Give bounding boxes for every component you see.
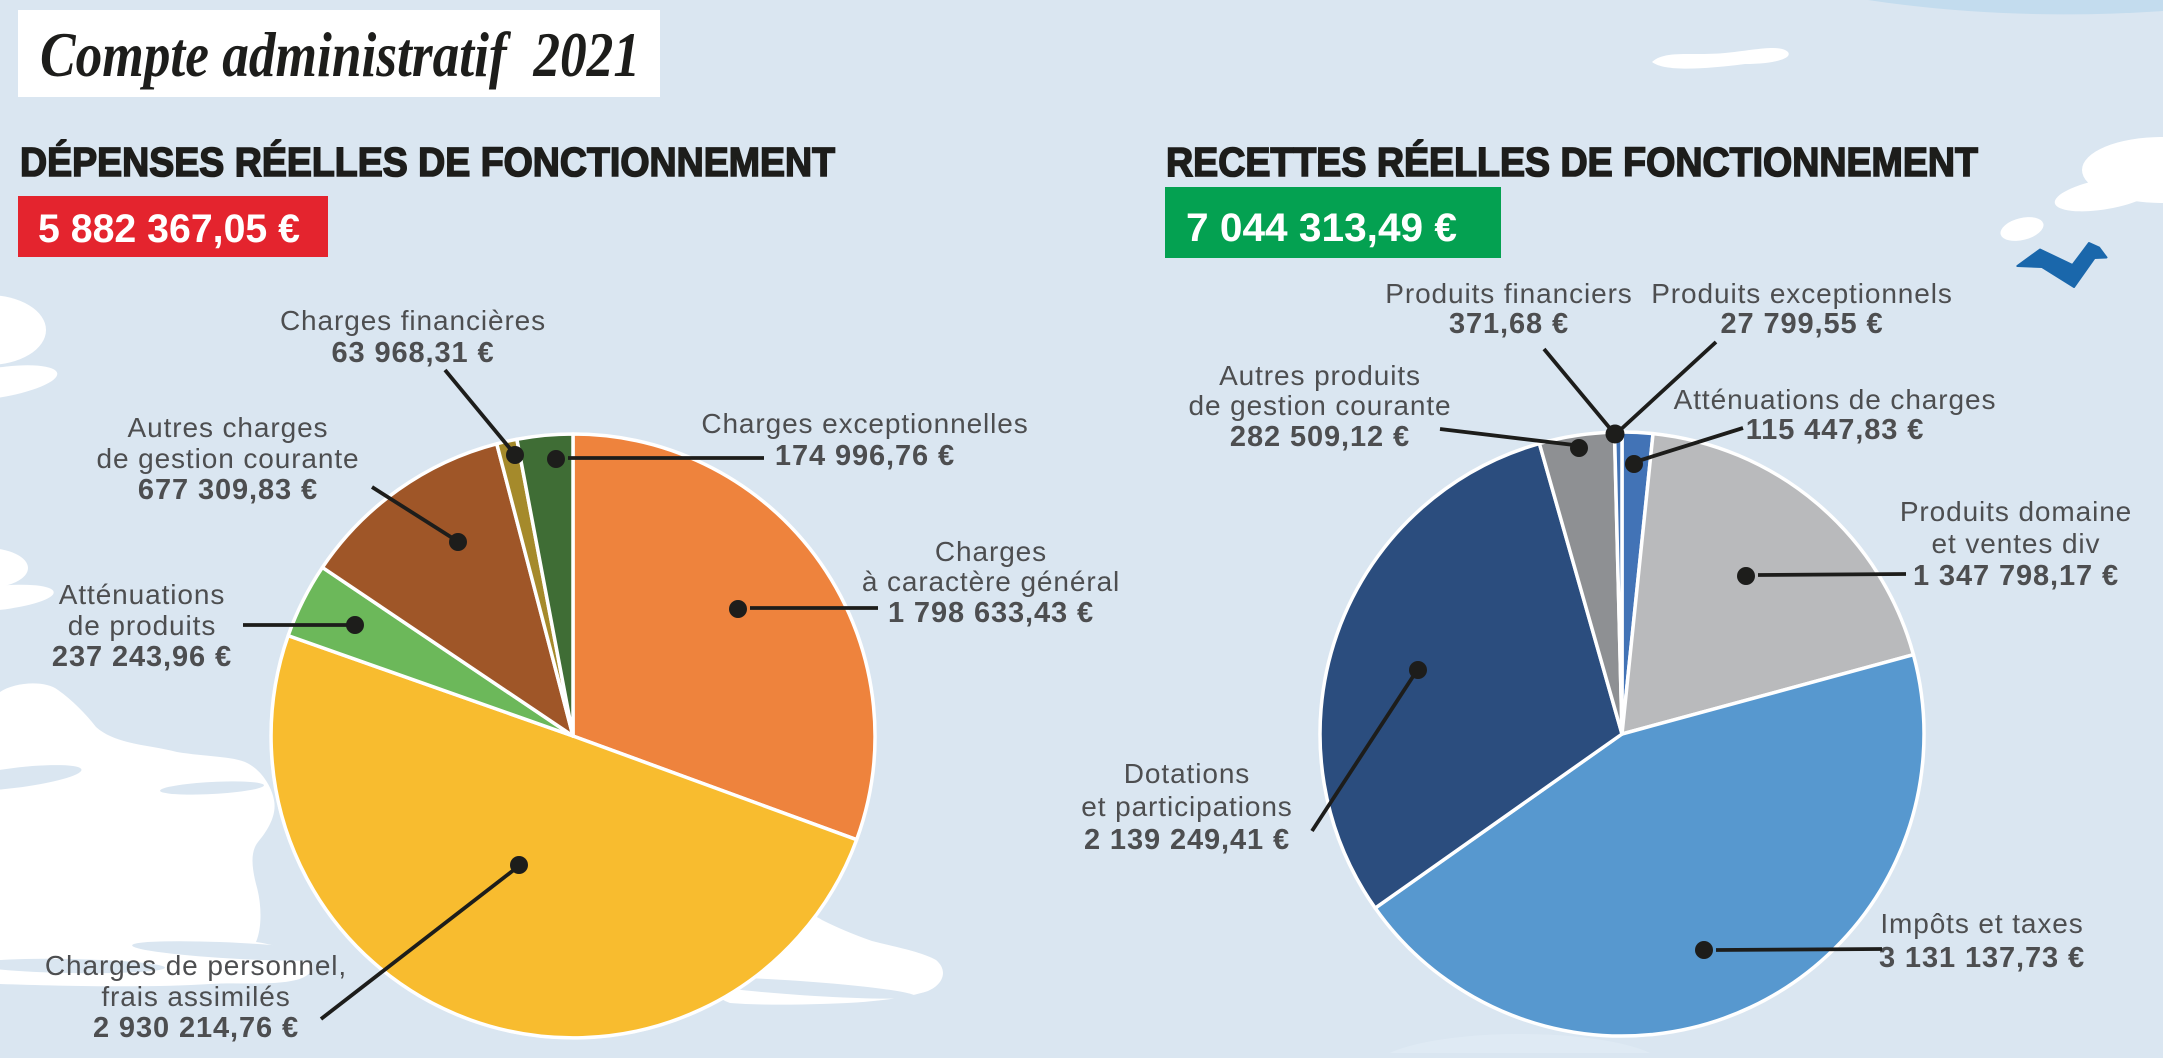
svg-text:Autres produits: Autres produits	[1219, 360, 1421, 391]
svg-text:237 243,96 €: 237 243,96 €	[52, 641, 232, 673]
svg-text:371,68 €: 371,68 €	[1449, 308, 1569, 340]
svg-text:Produits exceptionnels: Produits exceptionnels	[1651, 278, 1953, 309]
svg-text:à caractère général: à caractère général	[862, 566, 1120, 597]
svg-text:Impôts et taxes: Impôts et taxes	[1880, 908, 2083, 939]
svg-text:de produits: de produits	[68, 610, 216, 641]
svg-text:Charges: Charges	[935, 536, 1047, 567]
svg-text:Produits domaine: Produits domaine	[1900, 496, 2132, 527]
svg-text:174 996,76 €: 174 996,76 €	[775, 440, 955, 472]
svg-text:frais assimilés: frais assimilés	[101, 981, 290, 1012]
svg-text:63 968,31 €: 63 968,31 €	[331, 337, 494, 369]
svg-text:27 799,55 €: 27 799,55 €	[1720, 308, 1883, 340]
svg-text:Charges de personnel,: Charges de personnel,	[45, 950, 347, 981]
svg-text:Dotations: Dotations	[1124, 758, 1250, 789]
svg-text:Atténuations de charges: Atténuations de charges	[1674, 384, 1997, 415]
svg-text:1 798 633,43 €: 1 798 633,43 €	[888, 597, 1094, 629]
svg-text:2 930 214,76 €: 2 930 214,76 €	[93, 1012, 299, 1044]
svg-text:2 139 249,41 €: 2 139 249,41 €	[1084, 824, 1290, 856]
svg-text:et participations: et participations	[1081, 791, 1292, 822]
svg-text:677 309,83 €: 677 309,83 €	[138, 474, 318, 506]
svg-text:Autres charges: Autres charges	[128, 412, 329, 443]
svg-text:282 509,12 €: 282 509,12 €	[1230, 421, 1410, 453]
svg-text:1 347 798,17 €: 1 347 798,17 €	[1913, 560, 2119, 592]
svg-text:DÉPENSES RÉELLES DE FONCTIONNE: DÉPENSES RÉELLES DE FONCTIONNEMENT	[20, 139, 835, 185]
svg-text:de gestion courante: de gestion courante	[96, 443, 359, 474]
svg-text:Charges exceptionnelles: Charges exceptionnelles	[701, 408, 1028, 439]
svg-text:RECETTES RÉELLES DE FONCTIONNE: RECETTES RÉELLES DE FONCTIONNEMENT	[1166, 139, 1978, 185]
svg-text:de gestion courante: de gestion courante	[1188, 390, 1451, 421]
svg-text:et ventes div: et ventes div	[1932, 528, 2101, 559]
svg-text:Produits financiers: Produits financiers	[1385, 278, 1632, 309]
svg-text:7 044 313,49 €: 7 044 313,49 €	[1186, 206, 1457, 250]
svg-text:Atténuations: Atténuations	[59, 579, 225, 610]
svg-text:115 447,83 €: 115 447,83 €	[1746, 414, 1925, 446]
svg-text:3 131 137,73 €: 3 131 137,73 €	[1879, 942, 2085, 974]
svg-text:Charges financières: Charges financières	[280, 305, 546, 336]
svg-text:Compte administratif 2021: Compte administratif 2021	[40, 19, 640, 90]
svg-text:5 882 367,05 €: 5 882 367,05 €	[38, 207, 300, 251]
